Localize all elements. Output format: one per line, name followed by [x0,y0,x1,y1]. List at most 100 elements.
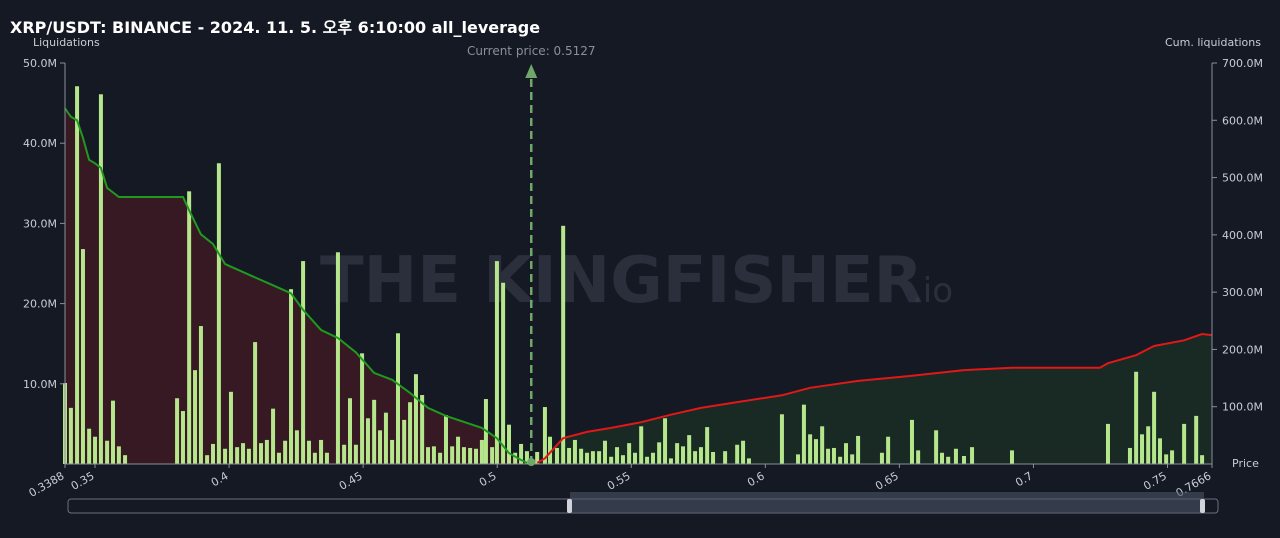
y2-tick-label: 500.0M [1222,172,1263,185]
bar [961,455,966,464]
bar [675,443,680,464]
bar [746,458,751,464]
bar [723,451,728,464]
bar [693,451,698,464]
bar [324,452,329,464]
bar [507,424,511,464]
y-tick-label: 20.0M [23,298,57,311]
y-tick-label: 50.0M [23,57,57,70]
bar [75,86,80,465]
bar [620,455,625,464]
y2-tick-label: 400.0M [1222,229,1263,242]
bar [886,436,891,464]
bar [946,456,951,464]
bar [1152,391,1157,464]
y-tick-label: 10.0M [23,378,57,391]
scrollbar-thumb[interactable] [570,492,1204,513]
bar [431,446,436,464]
bar [228,391,233,464]
bar [1182,423,1187,464]
bar [258,443,263,464]
y-tick-label: 30.0M [23,217,57,230]
bar [353,444,358,464]
bar [940,452,945,464]
bar [105,440,110,464]
bar [413,374,418,464]
bar [813,439,818,464]
bar [850,454,855,464]
bar [180,411,185,464]
bar [474,448,479,464]
current-price-arrow [525,64,538,78]
bar [831,447,836,464]
bar [735,444,740,464]
bar [402,419,407,464]
bar [116,446,121,464]
bar [796,454,801,464]
bar [711,451,716,464]
x-axis-label: Price [1232,457,1259,470]
bar [348,398,353,464]
bar [645,456,650,464]
bar [312,452,317,464]
bar [567,447,572,464]
bar [668,458,673,464]
bar [698,447,703,464]
bar [548,436,553,464]
bar [98,94,103,464]
y2-tick-label: 200.0M [1222,343,1263,356]
bar [87,428,92,464]
bar [1200,455,1205,464]
bar [524,451,529,464]
bar [420,395,425,464]
bar [450,446,455,464]
bar [970,447,975,464]
bar [193,370,198,464]
bar [639,426,644,464]
bar [396,333,400,464]
bar [561,225,566,464]
bar [501,282,506,464]
bar [663,418,668,464]
y-tick-label: 40.0M [23,137,57,150]
bar [211,443,215,464]
bar [657,442,662,464]
y-axis-label: Liquidations [33,36,100,49]
y2-tick-label: 100.0M [1222,401,1263,414]
bar [68,407,73,464]
bar [372,399,377,464]
bar [443,415,448,464]
bar [216,163,221,464]
watermark-suffix: .io [912,271,953,311]
bar [390,439,395,464]
bar [223,448,228,464]
bar [934,430,939,464]
bar [615,447,620,464]
watermark: THE KINGFISHER [320,244,923,318]
bar [294,430,299,464]
bar [1164,454,1169,464]
bar [187,191,192,464]
bar [909,419,914,464]
cumulative-line [64,107,528,464]
bar [1009,450,1014,464]
bar [779,414,784,464]
bar [271,408,276,464]
bar [360,353,365,464]
y2-tick-label: 700.0M [1222,57,1263,70]
bar [627,443,632,464]
scrollbar-handle[interactable] [567,499,572,513]
bar [953,448,958,464]
bar [826,448,831,464]
bar [838,456,843,464]
scrollbar-handle[interactable] [1200,499,1205,513]
bar [93,436,98,464]
bar [535,451,540,464]
bar [1146,426,1151,464]
bar [585,452,590,464]
bar [198,326,203,464]
bar [579,448,584,464]
bar [253,342,258,464]
